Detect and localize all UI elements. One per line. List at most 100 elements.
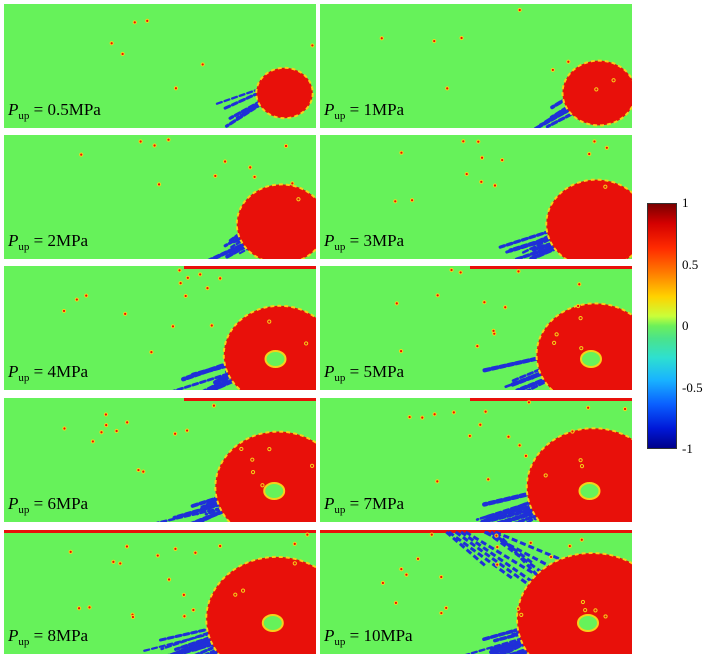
damage-speck — [432, 412, 437, 417]
heatmap-field — [4, 266, 316, 390]
damage-speck — [156, 182, 162, 187]
damage-speck — [76, 606, 82, 611]
damage-speck — [432, 38, 437, 44]
damage-speck — [309, 463, 315, 468]
damage-speck — [587, 151, 592, 157]
damage-speck — [393, 600, 399, 605]
damage-speck — [551, 340, 557, 345]
damage-speck — [578, 458, 583, 463]
label-subscript: up — [334, 110, 346, 122]
damage-speck — [200, 62, 205, 67]
damage-speck — [611, 78, 616, 83]
damage-speck — [124, 544, 130, 549]
heatmap-field — [4, 4, 316, 128]
damage-speck — [409, 198, 415, 203]
damage-speck — [393, 199, 398, 204]
damage-speck — [178, 281, 183, 286]
damage-speck — [166, 137, 171, 142]
label-subscript: up — [18, 372, 30, 384]
damage-speck — [550, 67, 555, 73]
damage-speck — [125, 420, 130, 425]
heatmap-field — [320, 4, 632, 128]
damage-speck — [543, 473, 548, 478]
damage-speck — [172, 431, 178, 436]
damage-speck — [239, 446, 244, 452]
damage-speck — [399, 567, 404, 572]
damage-speck — [305, 532, 310, 537]
damage-speck — [420, 415, 425, 420]
label-value: = 6MPa — [29, 494, 89, 513]
damage-speck — [118, 561, 123, 566]
damage-speck — [500, 157, 505, 163]
damage-speck — [120, 51, 125, 57]
tensile-streak — [525, 497, 576, 522]
damage-speck — [482, 300, 487, 305]
damage-speck — [503, 305, 508, 310]
damage-speck — [99, 430, 104, 435]
damage-speck — [61, 308, 67, 314]
damage-speck — [523, 453, 529, 459]
damage-speck — [267, 319, 272, 324]
top-edge-stripe — [4, 530, 316, 533]
heatmap-panel: Pup = 5MPa — [320, 266, 632, 390]
damage-speck — [292, 541, 297, 546]
damage-speck — [548, 554, 554, 560]
damage-speck — [218, 543, 223, 549]
top-edge-stripe — [320, 530, 632, 533]
damage-speck — [567, 543, 572, 549]
damage-speck — [486, 477, 491, 482]
damage-speck — [185, 275, 190, 280]
damage-speck — [593, 608, 598, 613]
colorbar — [647, 203, 677, 449]
damage-speck — [570, 429, 575, 434]
label-subscript: up — [18, 110, 30, 122]
damage-speck — [233, 592, 238, 597]
damage-speck — [435, 479, 440, 484]
panel-label: Pup = 7MPa — [324, 495, 404, 516]
damage-speck — [184, 428, 190, 433]
damage-speck — [138, 139, 143, 144]
damage-speck — [579, 346, 584, 351]
damage-speck — [479, 179, 484, 184]
undamaged-core — [578, 482, 601, 500]
compressive-zone — [222, 304, 316, 390]
heatmap-field — [320, 266, 632, 390]
colorbar-tick-label: 0 — [682, 318, 689, 333]
label-variable: P — [8, 626, 19, 645]
damage-speck — [492, 183, 498, 188]
damage-speck — [576, 303, 581, 309]
damage-speck — [68, 549, 73, 554]
damage-speck — [586, 405, 591, 410]
damage-speck — [461, 139, 466, 144]
damage-speck — [526, 400, 532, 405]
damage-speck — [577, 282, 582, 287]
damage-speck — [173, 546, 178, 551]
panel-label: Pup = 10MPa — [324, 627, 413, 648]
damage-speck — [429, 532, 434, 537]
damage-speck — [296, 197, 301, 202]
damage-speck — [310, 43, 315, 48]
label-value: = 10MPa — [345, 626, 413, 645]
compressive-zone — [235, 183, 316, 259]
panel-label: Pup = 3MPa — [324, 232, 404, 253]
damage-speck — [198, 272, 203, 277]
heatmap-panel: Pup = 7MPa — [320, 398, 632, 522]
damage-speck — [476, 139, 481, 144]
damage-speck — [398, 349, 404, 354]
panel-label: Pup = 6MPa — [8, 495, 88, 516]
panel-label: Pup = 5MPa — [324, 363, 404, 384]
top-edge-stripe — [470, 266, 632, 269]
damage-speck — [111, 559, 116, 564]
damage-speck — [90, 439, 95, 444]
label-value: = 0.5MPa — [29, 100, 101, 119]
damage-speck — [445, 86, 450, 91]
damage-speck — [495, 544, 500, 550]
damage-speck — [211, 403, 217, 408]
damage-speck — [516, 269, 521, 274]
damage-speck — [222, 159, 228, 164]
damage-speck — [149, 349, 154, 355]
undamaged-core — [264, 350, 287, 368]
undamaged-core — [261, 614, 284, 632]
damage-speck — [458, 270, 463, 275]
damage-speck — [494, 533, 499, 538]
